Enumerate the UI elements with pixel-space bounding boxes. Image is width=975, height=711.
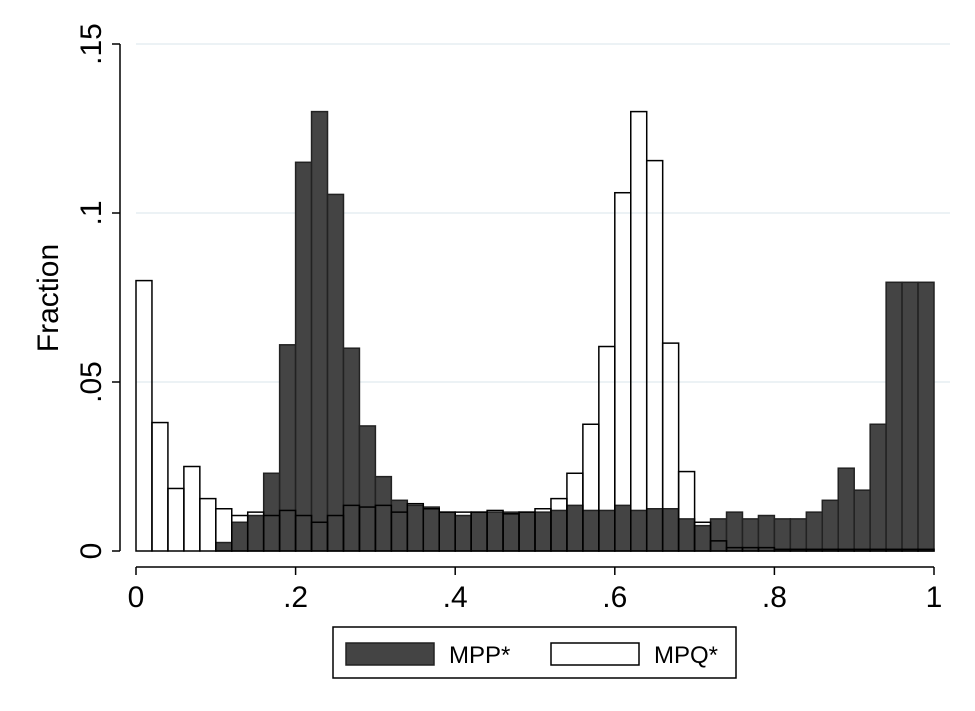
mpp-bar-42 xyxy=(805,511,824,552)
mpp-bar-28 xyxy=(582,509,600,552)
mpq-bar-33 xyxy=(661,342,680,552)
legend-label-mpq: MPQ* xyxy=(654,642,718,669)
mpp-bar-44 xyxy=(837,467,855,552)
mpp-bar-8 xyxy=(262,472,281,552)
axes xyxy=(119,44,934,568)
y-tick-label-0: 0 xyxy=(75,543,108,560)
x-axis-ticks: 0 .2 .4 .6 .8 1 xyxy=(128,567,943,614)
mpp-bar-13 xyxy=(342,347,361,552)
mpp-bar-20 xyxy=(454,514,472,552)
x-tick-label-4: .8 xyxy=(762,581,787,614)
mpp-bar-16 xyxy=(390,499,409,552)
mpp-bar-12 xyxy=(326,193,345,552)
series-mpq-bars xyxy=(135,110,935,552)
legend: MPP* MPQ* xyxy=(332,626,737,679)
mpp-bar-29 xyxy=(598,509,616,552)
mpp-bar-9 xyxy=(278,344,297,552)
x-tick-label-5: 1 xyxy=(926,581,943,614)
mpp-bar-30 xyxy=(614,504,632,552)
mpp-bar-41 xyxy=(789,518,808,552)
mpp-bar-37 xyxy=(725,511,744,552)
mpp-bar-43 xyxy=(821,499,839,552)
mpp-bar-21 xyxy=(470,511,488,552)
y-tick-label-2: .1 xyxy=(75,200,108,225)
mpp-bar-25 xyxy=(534,511,552,552)
x-tick-label-1: .2 xyxy=(283,581,308,614)
mpp-bar-45 xyxy=(853,489,871,552)
y-axis-title: Fraction xyxy=(32,244,65,352)
legend-label-mpp: MPP* xyxy=(449,642,510,669)
legend-swatch-mpp xyxy=(345,642,435,666)
mpp-bar-34 xyxy=(677,518,696,552)
mpq-bar-35 xyxy=(693,521,712,552)
mpp-bar-10 xyxy=(294,161,313,552)
mpp-bar-22 xyxy=(486,511,504,552)
mpp-bar-23 xyxy=(502,511,520,552)
mpp-bar-6 xyxy=(231,521,249,552)
mpp-bar-38 xyxy=(741,518,760,552)
y-tick-label-3: .15 xyxy=(75,23,108,65)
y-tick-label-1: .05 xyxy=(75,361,108,403)
mpp-bar-26 xyxy=(550,509,568,552)
mpp-bar-35 xyxy=(693,524,712,552)
mpq-bar-49 xyxy=(917,548,935,552)
mpq-bar-36 xyxy=(709,540,728,552)
mpp-bar-5 xyxy=(215,541,233,552)
mpp-bar-32 xyxy=(645,508,664,552)
mpq-bar-1 xyxy=(151,421,169,552)
mpq-bar-0 xyxy=(135,279,153,552)
mpp-bar-33 xyxy=(661,508,680,552)
mpp-bar-46 xyxy=(869,423,887,552)
mpp-bar-47 xyxy=(885,281,903,552)
mpp-bar-27 xyxy=(566,504,584,552)
mpp-bar-15 xyxy=(374,475,393,552)
mpp-bar-18 xyxy=(422,506,440,552)
mpp-bar-31 xyxy=(630,509,648,552)
mpp-bar-7 xyxy=(246,514,265,552)
mpp-bar-36 xyxy=(709,518,728,552)
y-axis-ticks: 0 .05 .1 .15 xyxy=(75,23,120,559)
x-tick-label-3: .6 xyxy=(602,581,627,614)
mpp-bar-39 xyxy=(757,514,776,552)
x-tick-label-0: 0 xyxy=(128,581,145,614)
series-mpp-bars xyxy=(215,110,935,552)
mpp-bar-40 xyxy=(773,518,792,552)
gridlines xyxy=(136,43,950,383)
mpq-bar-34 xyxy=(677,470,696,552)
mpp-bar-24 xyxy=(518,511,536,552)
mpp-bar-19 xyxy=(438,511,456,552)
legend-swatch-mpq xyxy=(550,642,640,666)
mpp-bar-14 xyxy=(358,425,377,552)
mpp-bar-17 xyxy=(406,504,425,552)
mpp-bar-49 xyxy=(917,281,935,552)
mpp-bar-48 xyxy=(901,281,919,552)
x-tick-label-2: .4 xyxy=(443,581,468,614)
mpp-bar-11 xyxy=(310,110,329,552)
